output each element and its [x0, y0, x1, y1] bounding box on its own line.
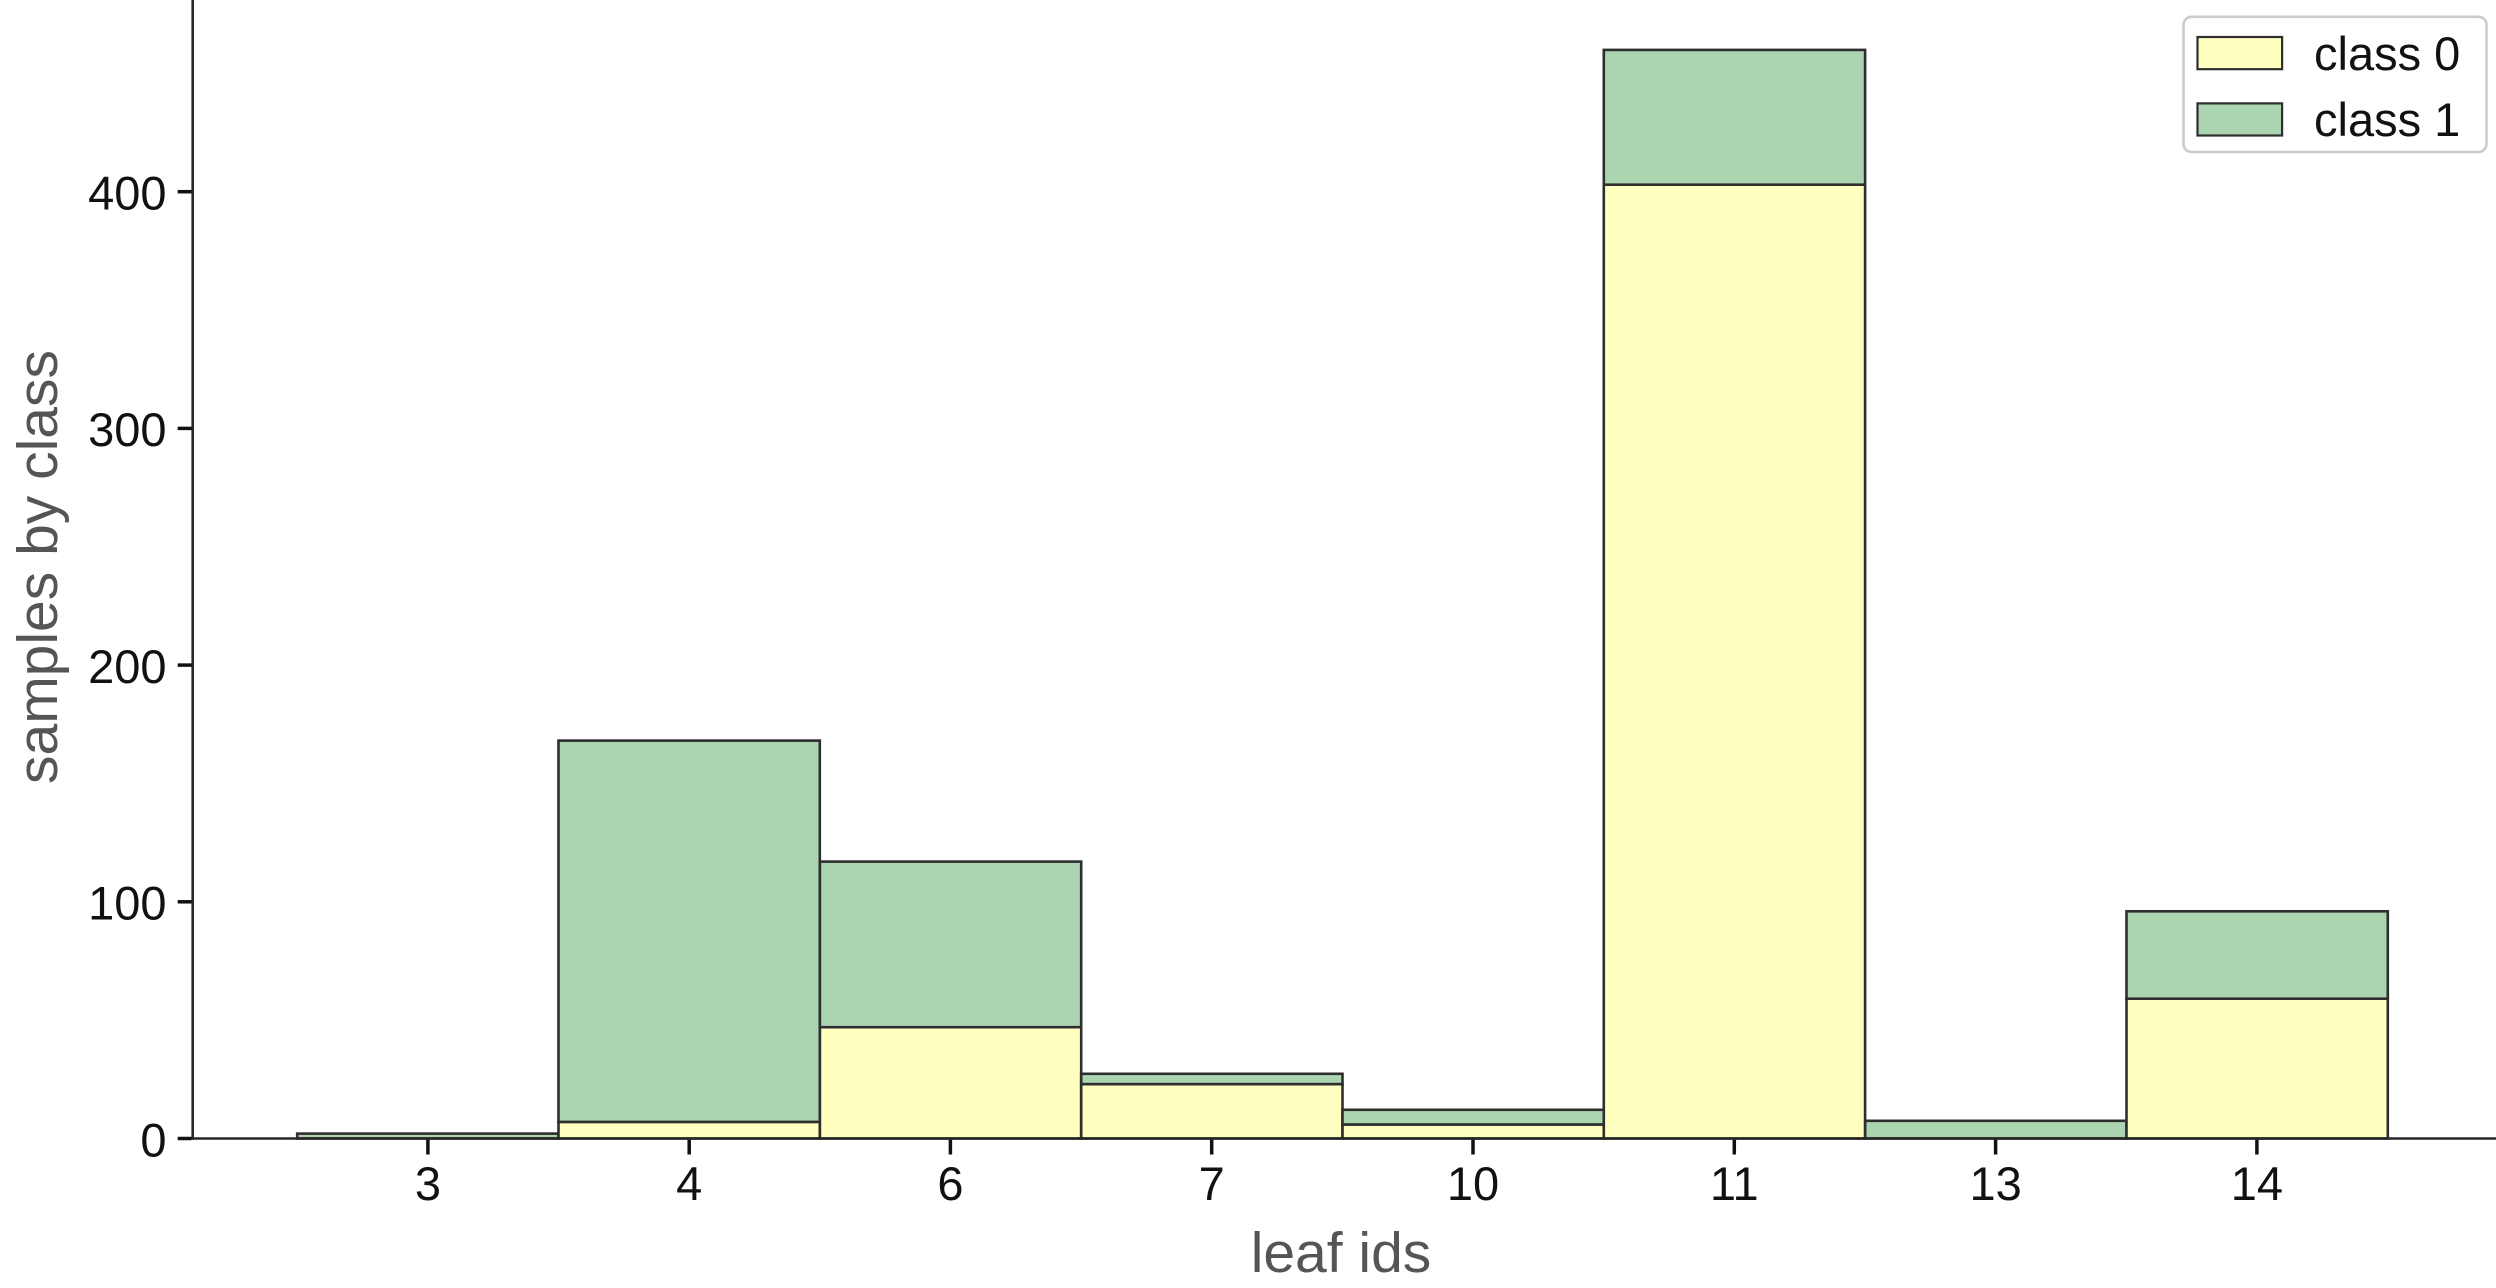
svg-text:leaf ids: leaf ids	[1251, 1221, 1432, 1285]
svg-text:13: 13	[1969, 1157, 2021, 1210]
svg-text:200: 200	[88, 640, 166, 693]
svg-text:4: 4	[676, 1157, 702, 1210]
svg-text:class 1: class 1	[2314, 93, 2460, 146]
svg-text:400: 400	[88, 167, 166, 220]
svg-text:300: 300	[88, 403, 166, 456]
svg-text:0: 0	[140, 1113, 166, 1166]
svg-text:3: 3	[415, 1157, 441, 1210]
svg-text:7: 7	[1199, 1157, 1225, 1210]
svg-text:100: 100	[88, 877, 166, 930]
svg-text:6: 6	[937, 1157, 963, 1210]
svg-text:14: 14	[2231, 1157, 2283, 1210]
svg-text:10: 10	[1447, 1157, 1499, 1210]
svg-text:samples by class: samples by class	[6, 350, 70, 784]
svg-text:11: 11	[1710, 1157, 1759, 1210]
svg-text:class 0: class 0	[2314, 27, 2460, 80]
